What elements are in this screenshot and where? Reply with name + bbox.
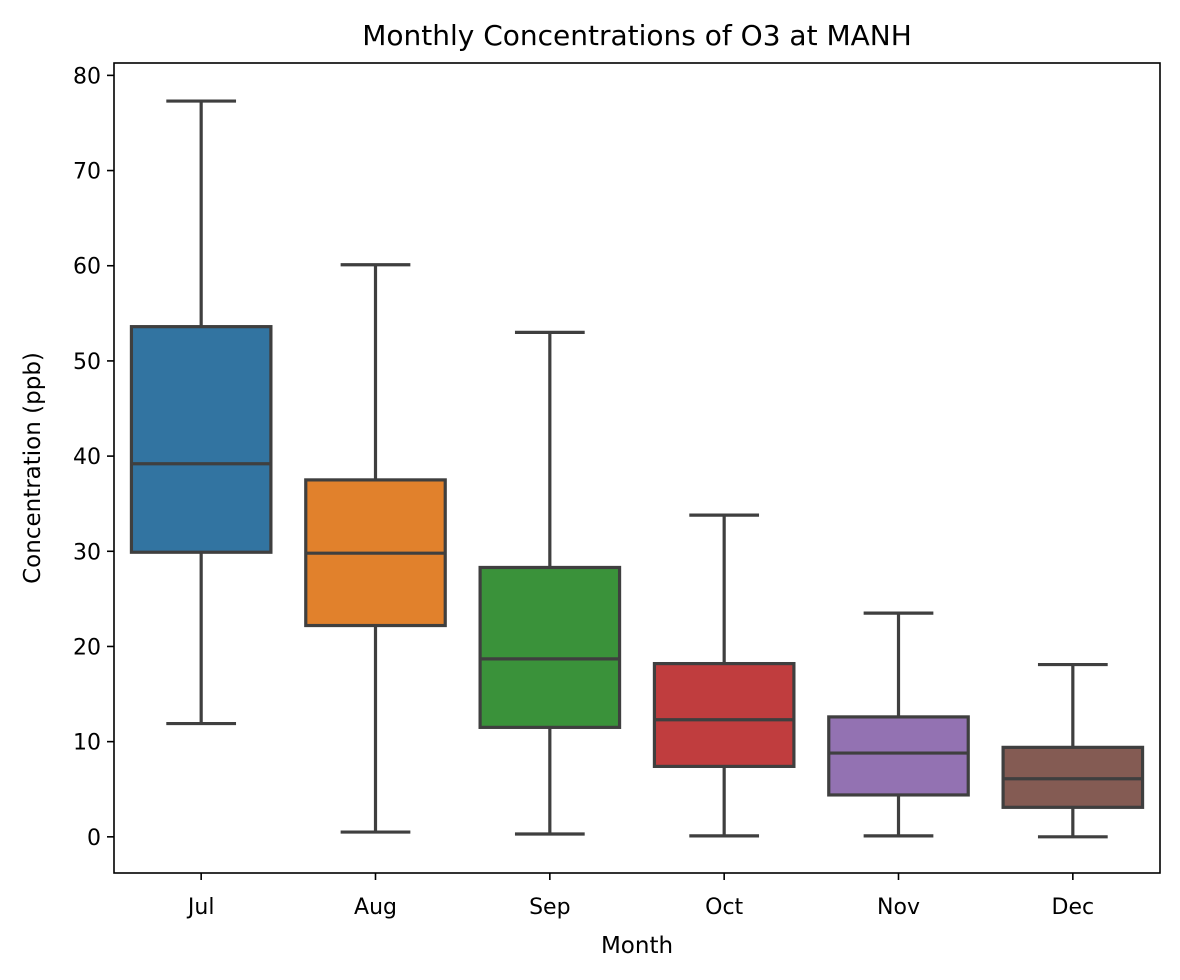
y-tick-label: 40 [73,445,101,470]
plot-frame [113,62,1161,874]
y-tick-label: 70 [73,160,101,185]
box-iqr [652,661,796,768]
box-series [129,99,1145,839]
box-aug [304,263,447,834]
y-axis-label: Concentration (ppb) [20,352,46,584]
x-tick-label: Aug [354,895,397,920]
y-tick-label: 30 [73,540,101,565]
box-sep [478,330,622,836]
y-axis: 0 10 20 30 40 50 60 70 80 [73,64,114,851]
box-jul [129,99,273,726]
box-iqr [827,715,970,797]
y-tick-label: 50 [73,350,101,375]
x-tick-label: Jul [186,895,215,920]
y-tick-label: 80 [73,64,101,89]
box-dec [1001,662,1145,839]
box-oct [652,513,796,838]
y-tick-label: 20 [73,635,101,660]
x-axis-label: Month [601,933,673,959]
box-iqr [478,565,622,729]
x-axis: Jul Aug Sep Oct Nov Dec [186,873,1094,920]
x-tick-label: Dec [1052,895,1095,920]
y-tick-label: 0 [87,826,101,851]
x-tick-label: Nov [877,895,920,920]
x-tick-label: Oct [705,895,743,920]
y-tick-label: 10 [73,731,101,756]
y-tick-label: 60 [73,255,101,280]
box-iqr [129,325,273,554]
box-nov [827,611,970,838]
chart-title: Monthly Concentrations of O3 at MANH [362,19,912,52]
x-tick-label: Sep [529,895,570,920]
